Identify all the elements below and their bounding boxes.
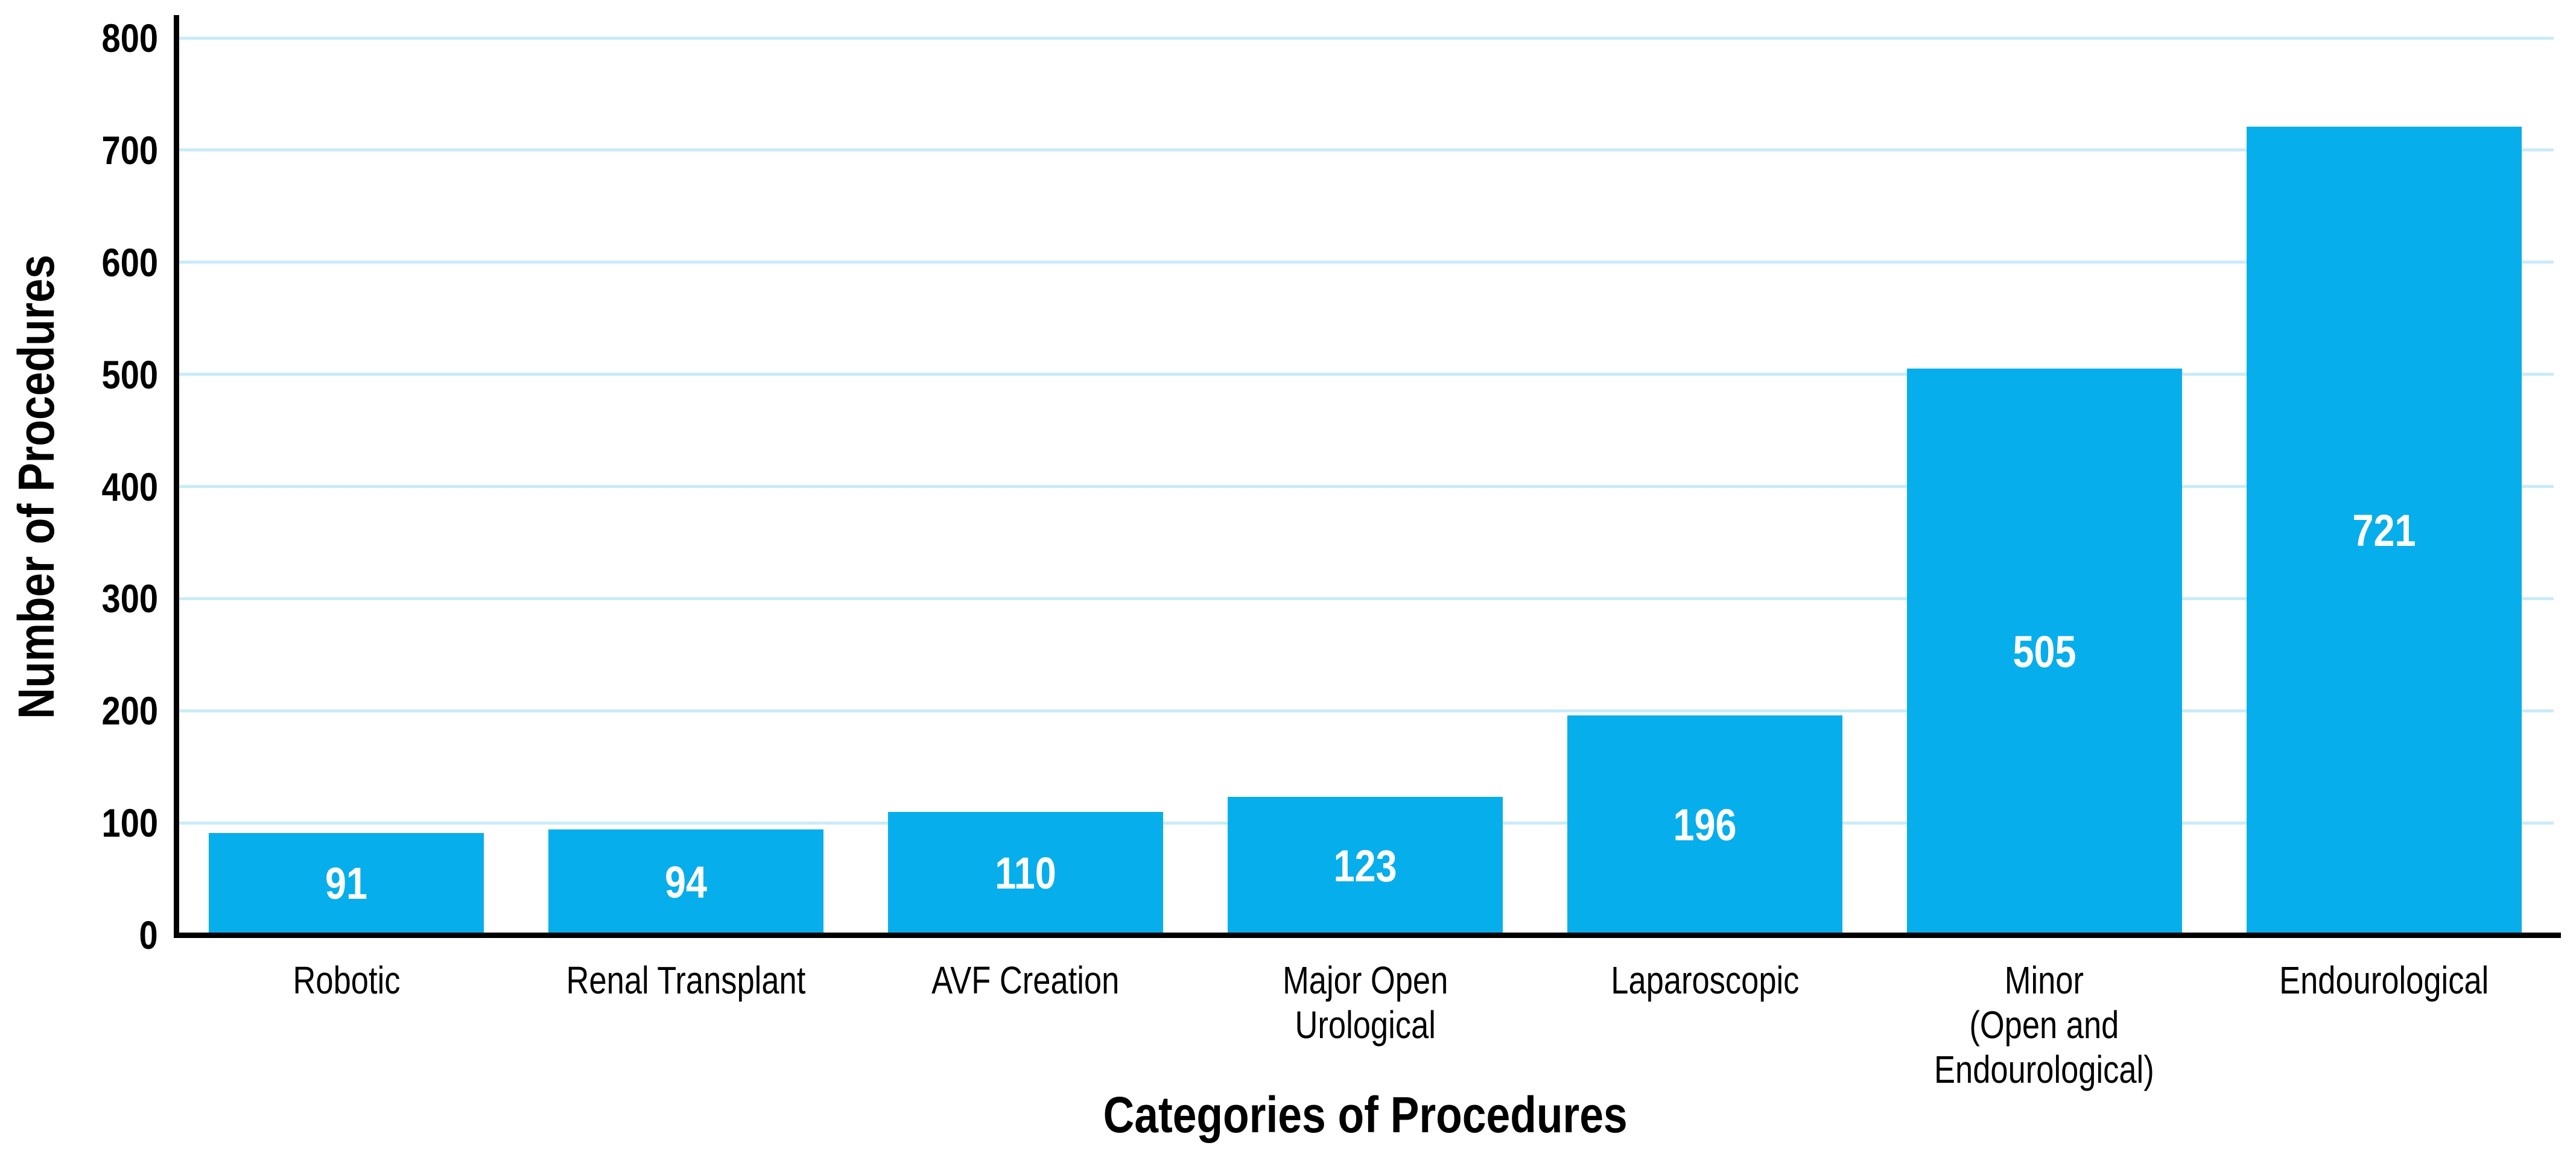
y-tick-label-text: 200 [101,688,158,734]
category-label-text: Robotic [293,959,401,1002]
bar-2: 94 [548,829,824,935]
gridline-800 [177,36,2554,40]
y-tick-label: 100 [92,803,158,843]
y-tick-label: 700 [92,130,158,170]
category-label-text: Minor (Open and Endourological) [1934,959,2155,1092]
bar-value-label: 196 [1673,799,1737,850]
bar-slot: 505 [1874,38,2214,935]
y-tick-label: 600 [92,242,158,282]
y-tick-label: 0 [136,915,158,955]
gridline-500 [177,373,2554,376]
bar-5: 196 [1567,715,1842,935]
gridline-700 [177,148,2554,152]
bar-slot: 196 [1535,38,1874,935]
bar-slot: 721 [2214,38,2554,935]
category-label: Renal Transplant [516,958,856,1092]
y-tick-label-text: 100 [101,800,158,846]
bar-slot: 94 [516,38,856,935]
category-label: AVF Creation [856,958,1196,1092]
bar-1: 91 [209,832,484,935]
x-axis-title: Categories of Procedures [177,1086,2554,1144]
bar-value-label: 123 [1333,840,1397,891]
y-tick-label-text: 300 [101,576,158,621]
category-label-text: Major Open Urological [1282,959,1448,1047]
y-tick-label: 800 [92,18,158,58]
y-tick-label: 400 [92,467,158,507]
category-label-text: Laparoscopic [1610,959,1799,1002]
y-tick-label-text: 600 [101,239,158,285]
y-tick-label-text: 500 [101,352,158,397]
bars-row: 91 94 110 123 196 505 721 [177,38,2554,935]
bar-6: 505 [1906,369,2182,935]
y-tick-label: 200 [92,691,158,730]
category-labels-row: Robotic Renal Transplant AVF Creation Major… [177,958,2554,1092]
bar-value-label: 721 [2352,505,2416,556]
x-axis-title-text: Categories of Procedures [1103,1086,1628,1143]
category-label-text: Renal Transplant [566,959,806,1002]
x-axis-line [174,933,2561,938]
category-label: Endourological [2214,958,2554,1092]
bar-value-label: 91 [325,858,368,909]
category-label: Laparoscopic [1535,958,1874,1092]
y-axis-line [174,15,179,938]
category-label-text: AVF Creation [931,959,1120,1002]
y-tick-label: 300 [92,578,158,618]
bar-value-label: 505 [2013,626,2076,677]
category-label-text: Endourological [2279,959,2489,1002]
bar-slot: 123 [1196,38,1535,935]
y-tick-label-text: 0 [139,913,158,957]
gridline-600 [177,261,2554,264]
y-tick-label-text: 700 [101,127,158,173]
bar-3: 110 [888,811,1164,935]
bar-4: 123 [1228,797,1503,935]
gridline-200 [177,709,2554,712]
y-tick-labels: 0 100 200 300 400 500 600 700 800 [0,18,158,955]
gridline-300 [177,597,2554,600]
bar-slot: 110 [856,38,1196,935]
bar-value-label: 110 [995,848,1056,898]
bar-7: 721 [2246,126,2522,935]
category-label: Major Open Urological [1196,958,1535,1092]
bar-value-label: 94 [665,857,708,907]
gridline-400 [177,485,2554,488]
category-label: Minor (Open and Endourological) [1874,958,2214,1092]
y-tick-label-text: 400 [101,464,158,509]
bar-slot: 91 [177,38,516,935]
y-tick-label: 500 [92,355,158,395]
plot-area: 91 94 110 123 196 505 721 [177,36,2554,935]
category-label: Robotic [177,958,516,1092]
y-tick-label-text: 800 [101,16,158,60]
